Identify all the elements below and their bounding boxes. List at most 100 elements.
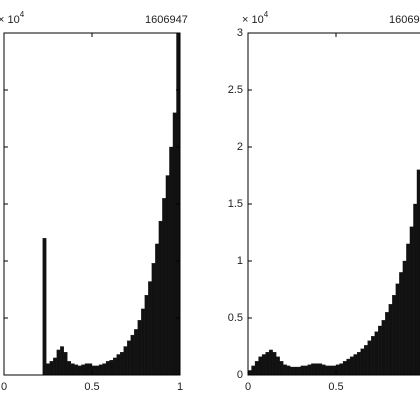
histogram-bar — [268, 349, 273, 375]
histogram-bar — [248, 370, 252, 375]
histogram-bar — [81, 364, 86, 375]
histogram-bar — [286, 365, 291, 375]
histogram-bar — [311, 363, 316, 375]
histogram-bar — [276, 356, 280, 375]
x-tick-label: 0.5 — [84, 381, 99, 393]
histogram-bar — [314, 363, 319, 375]
histogram-bar — [328, 365, 333, 375]
histogram-bar — [321, 364, 326, 375]
histogram-bar — [283, 364, 287, 375]
histogram-bar — [98, 364, 103, 375]
histogram-bar — [258, 356, 263, 375]
histogram-bar — [158, 220, 163, 375]
histogram-bar — [367, 340, 372, 375]
histogram-bar — [265, 352, 270, 375]
histogram-bar — [356, 352, 361, 375]
histogram-bar — [162, 198, 167, 375]
histogram-bar — [261, 354, 266, 375]
histogram-bar — [70, 363, 75, 375]
histogram-bar — [141, 308, 145, 375]
max-count-label: 1606947 — [145, 14, 188, 26]
multiplier-exponent: 4 — [20, 10, 25, 19]
x-tick-label: 0 — [1, 381, 7, 393]
histogram-bar — [378, 325, 382, 375]
histogram-bar — [416, 169, 420, 375]
histogram-bar — [409, 226, 414, 375]
histogram-bar — [172, 112, 177, 375]
multiplier-base: × 10 — [0, 14, 20, 26]
histogram-bar — [77, 365, 82, 375]
histogram-bar — [151, 263, 156, 375]
histogram-bar — [137, 320, 142, 375]
histogram-bar — [112, 357, 117, 375]
y-tick-label: 1 — [237, 255, 243, 267]
histogram-bar — [148, 281, 152, 375]
plot-area — [248, 169, 420, 375]
histogram-bar — [42, 238, 47, 375]
histogram-bar — [95, 365, 100, 375]
histogram-bar — [371, 336, 375, 375]
histogram-bar — [56, 349, 61, 375]
histogram-bar — [123, 346, 128, 375]
y-tick-label: 2 — [237, 141, 243, 153]
histogram-bar — [84, 363, 89, 375]
histogram-bar — [46, 363, 50, 375]
histogram-bar — [413, 203, 418, 375]
y-tick-label: 2.5 — [228, 84, 243, 96]
histogram-bar — [74, 364, 79, 375]
multiplier-base: × 10 — [242, 14, 264, 26]
x-tick-label: 1 — [177, 381, 183, 393]
histogram-bar — [88, 363, 93, 375]
histogram-bar — [399, 272, 404, 375]
histogram-bar — [176, 33, 180, 375]
histogram-bar — [406, 243, 411, 375]
histogram-bar — [53, 357, 57, 375]
histogram-bar — [300, 365, 305, 375]
x-tick-label: 0 — [245, 381, 251, 393]
histogram-bar — [155, 243, 160, 375]
histogram-bar — [342, 361, 347, 375]
histogram-bar — [120, 352, 124, 375]
histogram-bar — [134, 329, 138, 375]
histogram-bar — [335, 364, 340, 375]
histogram-bar — [60, 346, 64, 375]
histogram-bar — [374, 331, 379, 375]
histogram-bar — [272, 352, 277, 375]
histogram-bar — [169, 146, 174, 375]
x-tick-label: 0.5 — [328, 381, 343, 393]
histogram-bar — [353, 354, 358, 375]
histogram-bar — [127, 340, 131, 375]
y-tick-label: 1.5 — [228, 198, 243, 210]
histogram-bar — [385, 312, 389, 375]
histogram-bar — [392, 295, 396, 375]
histogram-bar — [349, 356, 354, 375]
histogram-bar — [402, 260, 407, 375]
multiplier-exponent: 4 — [264, 10, 269, 19]
axis-multiplier: × 104 — [0, 10, 25, 26]
histogram-bar — [91, 365, 96, 375]
histogram-bar — [63, 352, 68, 375]
max-count-label: 1606947 — [389, 14, 420, 26]
histogram-bar — [254, 361, 259, 375]
histogram-bar — [381, 320, 386, 375]
histogram-bar — [388, 304, 393, 375]
axis-multiplier: × 104 — [242, 10, 269, 26]
y-tick-label: 3 — [237, 27, 243, 39]
histogram-bar — [332, 365, 337, 375]
histogram-bar — [102, 363, 107, 375]
histogram-bar — [364, 345, 368, 375]
y-tick-label: 0.5 — [228, 312, 243, 324]
histogram-bar — [49, 361, 54, 375]
histogram-bar — [290, 366, 294, 375]
histogram-bar — [325, 365, 330, 375]
histogram-bar — [360, 348, 365, 375]
histogram-bar — [304, 365, 308, 375]
histogram-bar — [109, 360, 114, 375]
histogram-bar — [165, 175, 170, 375]
histogram-bar — [318, 363, 323, 375]
histogram-bar — [116, 354, 121, 375]
histogram-bar — [346, 358, 351, 375]
histogram-bar — [251, 365, 256, 375]
histogram-bar — [297, 366, 301, 375]
